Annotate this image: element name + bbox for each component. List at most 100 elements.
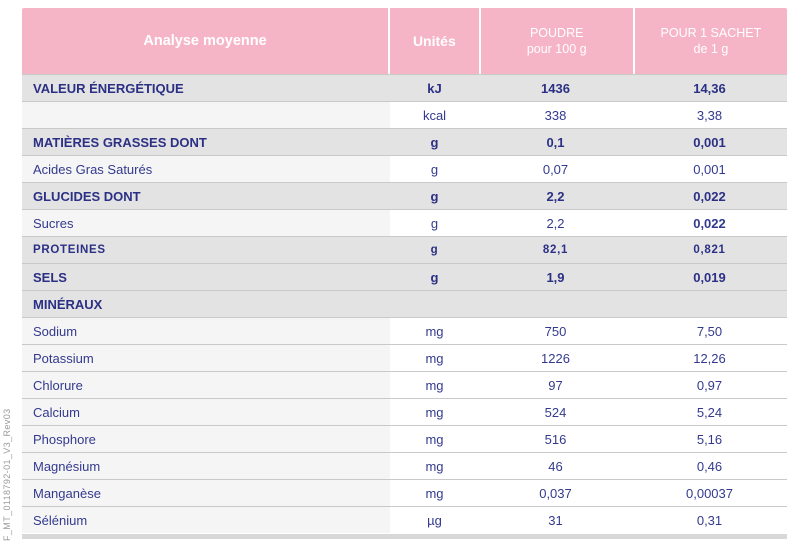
- row-value-per-sachet: [632, 290, 787, 317]
- table-row: MATIÈRES GRASSES DONT g 0,1 0,001: [22, 128, 787, 155]
- table-row: VALEUR ÉNERGÉTIQUE kJ 1436 14,36: [22, 74, 787, 101]
- row-label: VALEUR ÉNERGÉTIQUE: [22, 74, 390, 101]
- row-label: Magnésium: [22, 452, 390, 479]
- table-row: GLUCIDES DONT g 2,2 0,022: [22, 182, 787, 209]
- row-value-per-sachet: 0,022: [632, 182, 787, 209]
- header-units: Unités: [388, 8, 479, 74]
- table-row: Manganèse mg 0,037 0,00037: [22, 479, 787, 506]
- table-bottom-border: [22, 534, 787, 539]
- header-units-label: Unités: [412, 32, 456, 49]
- row-unit: mg: [390, 371, 479, 398]
- row-value-per-sachet: 5,24: [632, 398, 787, 425]
- row-value-per-sachet: 12,26: [632, 344, 787, 371]
- table-row: Potassium mg 1226 12,26: [22, 344, 787, 371]
- row-unit: mg: [390, 398, 479, 425]
- row-value-per-100g: 516: [479, 425, 632, 452]
- row-label: Manganèse: [22, 479, 390, 506]
- table-row: Acides Gras Saturés g 0,07 0,001: [22, 155, 787, 182]
- row-unit: g: [390, 236, 479, 263]
- row-unit: mg: [390, 344, 479, 371]
- row-label: Potassium: [22, 344, 390, 371]
- row-unit: [390, 290, 479, 317]
- row-label: SELS: [22, 263, 390, 290]
- row-label: Phosphore: [22, 425, 390, 452]
- row-value-per-sachet: 3,38: [632, 101, 787, 128]
- row-value-per-sachet: 0,46: [632, 452, 787, 479]
- row-value-per-100g: 0,07: [479, 155, 632, 182]
- row-value-per-100g: 1436: [479, 74, 632, 101]
- header-powder-line1: POUDRE: [529, 25, 584, 40]
- row-label: [22, 101, 390, 128]
- row-unit: g: [390, 128, 479, 155]
- row-unit: g: [390, 155, 479, 182]
- row-label: PROTEINES: [22, 236, 390, 263]
- row-value-per-100g: 2,2: [479, 182, 632, 209]
- table-header-row: Analyse moyenne Unités POUDRE pour 100 g…: [22, 8, 787, 74]
- row-label: Sodium: [22, 317, 390, 344]
- header-analysis-label: Analyse moyenne: [143, 32, 267, 49]
- nutrition-table: Analyse moyenne Unités POUDRE pour 100 g…: [22, 8, 787, 539]
- table-row: PROTEINES g 82,1 0,821: [22, 236, 787, 263]
- row-unit: µg: [390, 506, 479, 533]
- row-value-per-100g: 82,1: [479, 236, 632, 263]
- row-value-per-sachet: 0,97: [632, 371, 787, 398]
- row-label: Calcium: [22, 398, 390, 425]
- header-powder: POUDRE pour 100 g: [478, 8, 633, 74]
- row-value-per-sachet: 5,16: [632, 425, 787, 452]
- row-value-per-sachet: 14,36: [632, 74, 787, 101]
- header-analysis: Analyse moyenne: [22, 8, 388, 74]
- table-row: Magnésium mg 46 0,46: [22, 452, 787, 479]
- table-row: MINÉRAUX: [22, 290, 787, 317]
- row-unit: g: [390, 209, 479, 236]
- table-row: Sélénium µg 31 0,31: [22, 506, 787, 533]
- row-label: Chlorure: [22, 371, 390, 398]
- row-value-per-sachet: 0,022: [632, 209, 787, 236]
- table-row: Chlorure mg 97 0,97: [22, 371, 787, 398]
- row-unit: mg: [390, 479, 479, 506]
- table-row: Sodium mg 750 7,50: [22, 317, 787, 344]
- row-label: MATIÈRES GRASSES DONT: [22, 128, 390, 155]
- header-sachet: POUR 1 SACHET de 1 g: [632, 8, 787, 74]
- row-unit: mg: [390, 452, 479, 479]
- row-unit: g: [390, 263, 479, 290]
- table-body: VALEUR ÉNERGÉTIQUE kJ 1436 14,36 kcal 338 3,38…: [22, 74, 787, 533]
- header-powder-line2: pour 100 g: [526, 42, 587, 56]
- row-value-per-100g: 338: [479, 101, 632, 128]
- document-reference-code: F_MT_0118792-01_V3_Rev03: [2, 408, 12, 541]
- header-sachet-line1: POUR 1 SACHET: [660, 25, 762, 40]
- row-value-per-sachet: 7,50: [632, 317, 787, 344]
- row-label: GLUCIDES DONT: [22, 182, 390, 209]
- table-row: Calcium mg 524 5,24: [22, 398, 787, 425]
- row-value-per-100g: [479, 290, 632, 317]
- row-value-per-sachet: 0,001: [632, 128, 787, 155]
- row-value-per-100g: 750: [479, 317, 632, 344]
- row-label: MINÉRAUX: [22, 290, 390, 317]
- row-value-per-sachet: 0,001: [632, 155, 787, 182]
- row-value-per-sachet: 0,31: [632, 506, 787, 533]
- row-value-per-100g: 97: [479, 371, 632, 398]
- row-value-per-100g: 2,2: [479, 209, 632, 236]
- row-value-per-100g: 524: [479, 398, 632, 425]
- row-value-per-sachet: 0,019: [632, 263, 787, 290]
- row-label: Sucres: [22, 209, 390, 236]
- table-row: Phosphore mg 516 5,16: [22, 425, 787, 452]
- table-row: kcal 338 3,38: [22, 101, 787, 128]
- row-label: Acides Gras Saturés: [22, 155, 390, 182]
- row-value-per-sachet: 0,821: [632, 236, 787, 263]
- row-unit: kJ: [390, 74, 479, 101]
- table-row: Sucres g 2,2 0,022: [22, 209, 787, 236]
- row-label: Sélénium: [22, 506, 390, 533]
- row-value-per-100g: 1226: [479, 344, 632, 371]
- table-row: SELS g 1,9 0,019: [22, 263, 787, 290]
- nutrition-values-table: VALEUR ÉNERGÉTIQUE kJ 1436 14,36 kcal 338 3,38…: [22, 74, 787, 533]
- row-unit: mg: [390, 317, 479, 344]
- row-value-per-100g: 31: [479, 506, 632, 533]
- row-unit: g: [390, 182, 479, 209]
- row-value-per-100g: 1,9: [479, 263, 632, 290]
- row-value-per-100g: 0,037: [479, 479, 632, 506]
- header-sachet-line2: de 1 g: [693, 42, 729, 56]
- row-value-per-100g: 0,1: [479, 128, 632, 155]
- row-value-per-100g: 46: [479, 452, 632, 479]
- row-value-per-sachet: 0,00037: [632, 479, 787, 506]
- row-unit: mg: [390, 425, 479, 452]
